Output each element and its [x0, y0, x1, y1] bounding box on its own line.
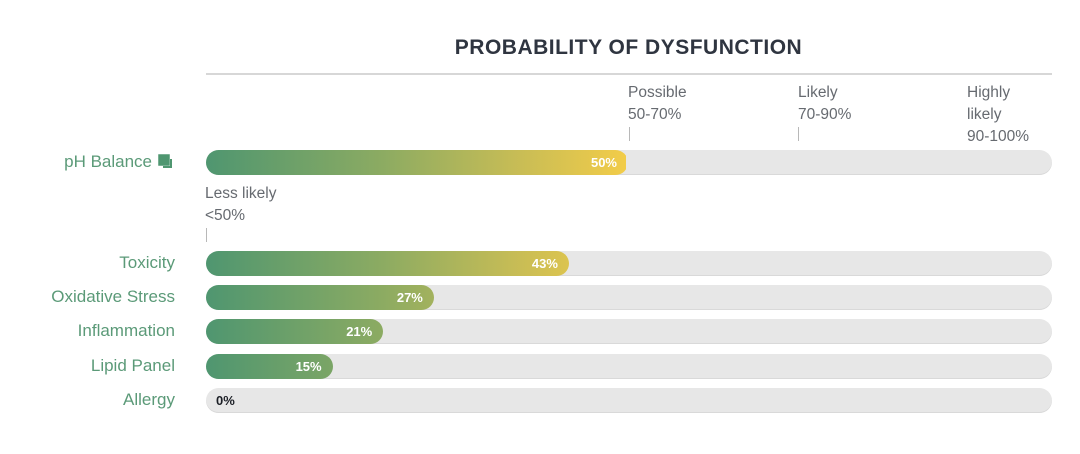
- threshold-less-likely-name: Less likely: [205, 185, 277, 202]
- bar-track-ph-balance: 50%: [206, 150, 1052, 175]
- bar-inflammation: [206, 319, 384, 344]
- threshold-possible-name: Possible: [628, 84, 687, 101]
- threshold-highly-likely-range: 90-100%: [967, 128, 1030, 145]
- threshold-likely-name: Likely: [798, 84, 838, 101]
- category-label-ph-balance: pH Balance: [64, 152, 152, 171]
- bar-track-oxidative-stress: 27%: [206, 285, 1052, 310]
- external-link-icon[interactable]: [158, 154, 174, 170]
- bar-toxicity: [206, 251, 569, 276]
- bar-lipid-panel: [206, 354, 333, 379]
- value-label-ph-balance: 50%: [590, 155, 617, 170]
- threshold-less-likely: Less likely <50%: [205, 183, 277, 227]
- threshold-likely-tick: [798, 127, 799, 141]
- category-label-toxicity: Toxicity: [119, 253, 175, 272]
- bar-track-lipid-panel: 15%: [206, 354, 1052, 379]
- value-label-inflammation: 21%: [346, 324, 373, 339]
- category-label-lipid-panel: Lipid Panel: [90, 356, 175, 375]
- value-label-toxicity: 43%: [531, 256, 558, 271]
- chart-title: PROBABILITY OF DYSFUNCTION: [454, 36, 803, 59]
- bar-track-inflammation: 21%: [206, 319, 1052, 344]
- value-label-allergy: 0%: [216, 393, 235, 408]
- threshold-highly-likely: Highly likely 90-100%: [967, 82, 1047, 148]
- category-label-inflammation: Inflammation: [77, 321, 175, 340]
- category-label-oxidative-stress: Oxidative Stress: [51, 287, 175, 306]
- value-label-oxidative-stress: 27%: [396, 290, 423, 305]
- value-label-lipid-panel: 15%: [295, 359, 322, 374]
- title-divider: [206, 73, 1052, 75]
- threshold-possible-tick: [629, 127, 630, 141]
- threshold-likely-range: 70-90%: [798, 106, 852, 123]
- threshold-likely: Likely 70-90%: [798, 82, 851, 126]
- category-label-allergy: Allergy: [123, 390, 175, 409]
- bar-track-allergy: 0%: [206, 388, 1052, 413]
- threshold-highly-likely-name: Highly likely: [967, 84, 1011, 123]
- bar-oxidative-stress: [206, 285, 434, 310]
- bar-ph-balance: [206, 150, 628, 175]
- threshold-less-likely-tick: [206, 228, 207, 242]
- threshold-possible-range: 50-70%: [628, 106, 682, 123]
- bar-track-toxicity: 43%: [206, 251, 1052, 276]
- threshold-less-likely-range: <50%: [205, 207, 246, 224]
- threshold-possible: Possible 50-70%: [628, 82, 687, 126]
